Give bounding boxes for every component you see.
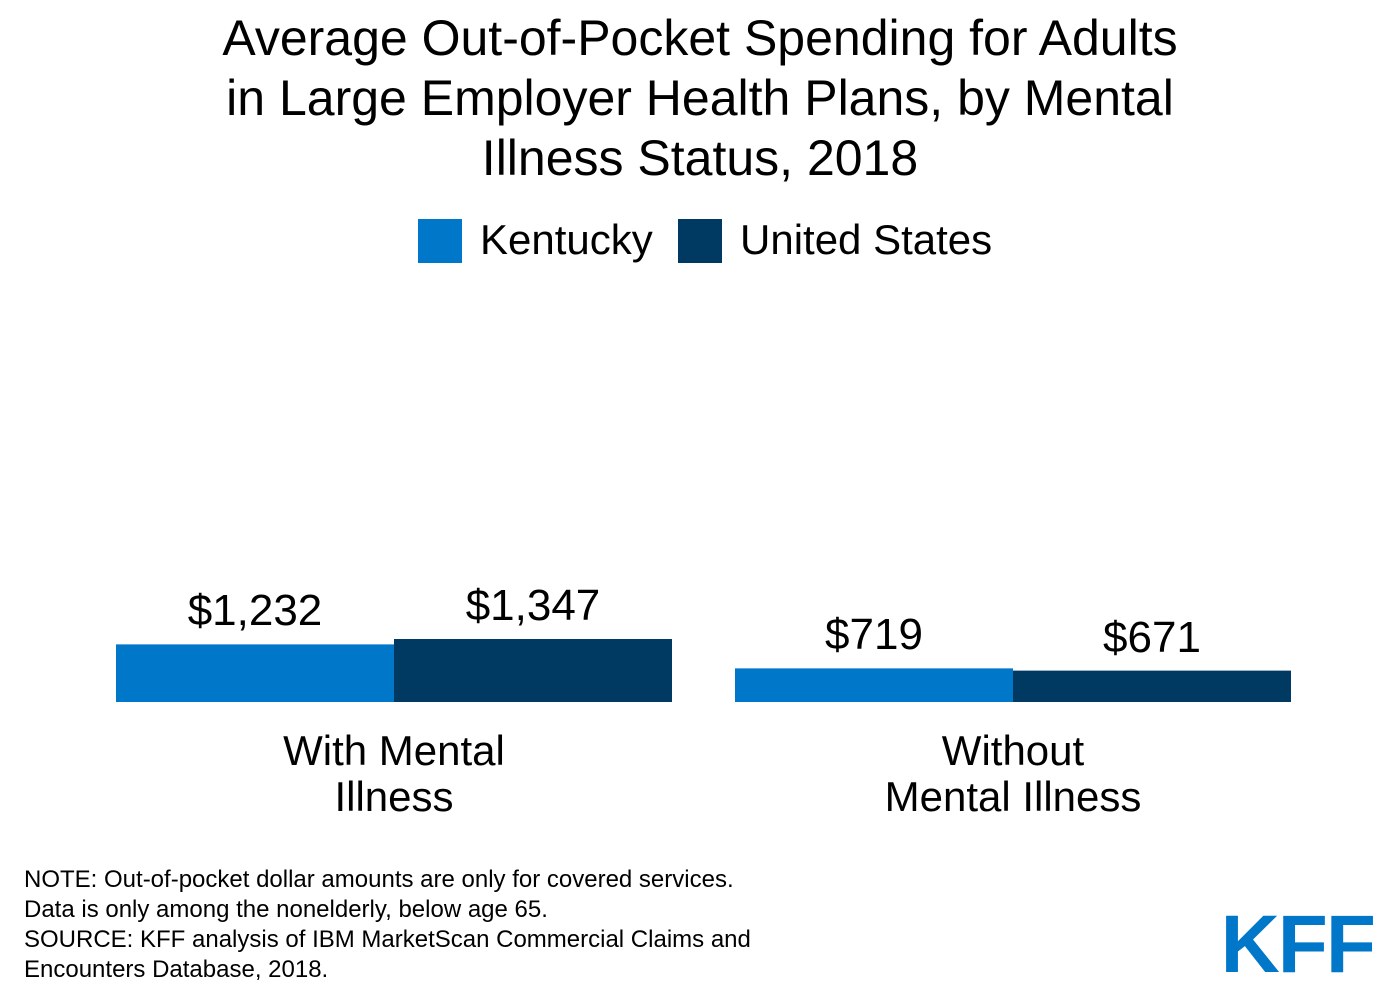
note: Encounters Database, 2018.	[24, 956, 329, 983]
value-label: $719	[825, 610, 923, 660]
value-label: $1,232	[187, 586, 323, 636]
chart-title: Average Out-of-Pocket Spending for Adult…	[222, 10, 1178, 186]
legend-label: Kentucky	[480, 216, 653, 263]
legend-swatch	[418, 219, 462, 263]
note: Data is only among the nonelderly, below…	[24, 896, 548, 923]
value-label: $671	[1103, 612, 1201, 662]
category-label: With Mental Illness	[283, 727, 505, 820]
note: SOURCE: KFF analysis of IBM MarketScan C…	[24, 926, 751, 953]
logo: KFF	[1220, 899, 1376, 990]
note: NOTE: Out-of-pocket dollar amounts are o…	[24, 866, 734, 893]
category-label: Without Mental Illness	[884, 727, 1142, 820]
bar	[735, 668, 1013, 702]
bar	[116, 644, 394, 702]
legend-swatch	[678, 219, 722, 263]
bar	[394, 639, 672, 702]
legend-label: United States	[740, 216, 993, 263]
bar	[1013, 670, 1291, 702]
value-label: $1,347	[465, 581, 601, 630]
